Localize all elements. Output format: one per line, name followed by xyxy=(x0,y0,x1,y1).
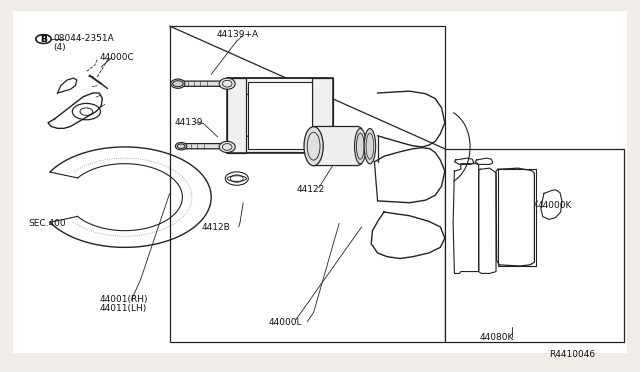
Text: 44001(RH): 44001(RH) xyxy=(99,295,148,304)
Bar xyxy=(170,26,445,342)
Text: 44011(LH): 44011(LH) xyxy=(99,304,147,313)
Text: (4): (4) xyxy=(53,43,66,52)
Bar xyxy=(445,149,624,342)
Text: 44122: 44122 xyxy=(296,185,324,194)
Text: SEC.400: SEC.400 xyxy=(29,219,67,228)
Text: B: B xyxy=(40,35,47,44)
Ellipse shape xyxy=(364,129,376,164)
Polygon shape xyxy=(227,78,333,95)
Text: 4412B: 4412B xyxy=(202,223,230,232)
Text: 44080K: 44080K xyxy=(480,333,515,342)
Text: 44139+A: 44139+A xyxy=(216,30,259,39)
Text: 44000K: 44000K xyxy=(538,201,572,210)
Text: 08044-2351A: 08044-2351A xyxy=(53,34,114,43)
Ellipse shape xyxy=(219,78,236,89)
Polygon shape xyxy=(312,126,362,166)
Ellipse shape xyxy=(355,129,366,164)
Polygon shape xyxy=(312,78,333,153)
Ellipse shape xyxy=(219,141,236,153)
Ellipse shape xyxy=(304,126,323,166)
Text: 44000L: 44000L xyxy=(269,318,302,327)
Ellipse shape xyxy=(171,79,185,88)
Text: 44139: 44139 xyxy=(174,118,203,126)
Text: B: B xyxy=(40,35,47,44)
Ellipse shape xyxy=(175,142,187,150)
Text: R4410046: R4410046 xyxy=(549,350,595,359)
Polygon shape xyxy=(181,144,227,149)
Text: 44000C: 44000C xyxy=(99,53,134,62)
Polygon shape xyxy=(178,81,227,86)
Polygon shape xyxy=(248,82,312,149)
Polygon shape xyxy=(227,78,246,153)
Polygon shape xyxy=(227,136,333,153)
Bar xyxy=(498,169,536,266)
